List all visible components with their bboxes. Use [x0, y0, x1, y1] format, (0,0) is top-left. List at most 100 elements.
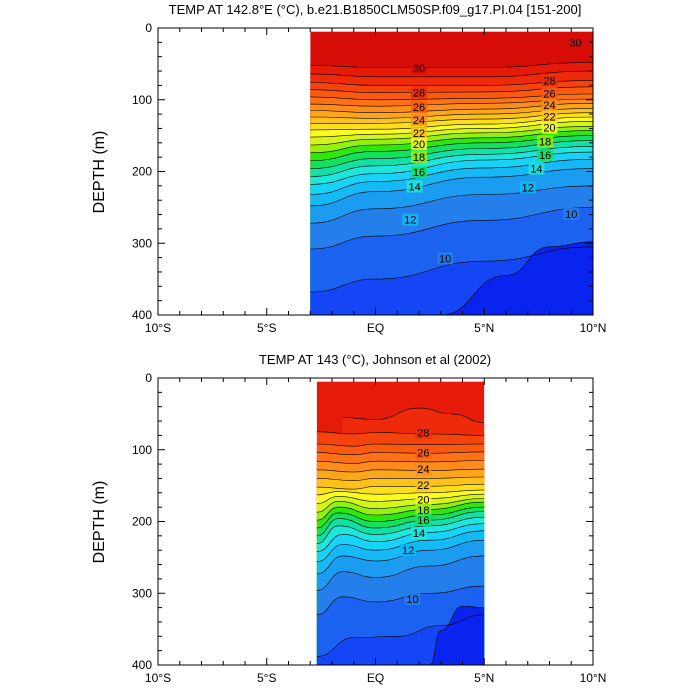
isotherm-line: [310, 62, 593, 68]
contour-label: 18: [413, 152, 425, 164]
contour-label: 28: [413, 88, 425, 100]
chart-title: TEMP AT 142.8°E (°C), b.e21.B1850CLM50SP…: [169, 2, 582, 17]
contour-label: 24: [413, 115, 425, 127]
x-tick-label: 5°N: [474, 321, 494, 335]
contour-label-bg: [541, 74, 558, 87]
isotherm-line: [316, 476, 485, 481]
contour-label: 22: [417, 480, 429, 492]
isotherm-line: [310, 112, 593, 124]
contour-label: 10: [406, 594, 418, 606]
isotherm-line: [310, 86, 593, 93]
contour-label-bg: [411, 138, 427, 151]
x-tick-label: 5°N: [474, 671, 494, 685]
contour-label: 14: [409, 182, 421, 194]
contour-label: 20: [413, 139, 425, 151]
isotherm-line: [316, 614, 485, 657]
isotherm-line: [316, 539, 485, 575]
isotherm-line: [310, 130, 593, 154]
contour-label: 12: [404, 215, 416, 227]
y-tick-label: 300: [132, 586, 152, 600]
y-axis-label: DEPTH (m): [91, 131, 108, 214]
contour-label-bg: [415, 493, 432, 506]
contour-label: 26: [413, 102, 425, 114]
contour-label: 14: [413, 528, 425, 540]
panel-top: TEMP AT 142.8°E (°C), b.e21.B1850CLM50SP…: [91, 2, 606, 335]
x-tick-label: 10°N: [580, 321, 607, 335]
contour-label: 26: [417, 448, 429, 460]
isotherm-line: [342, 407, 485, 423]
isotherm-line: [316, 501, 485, 521]
contour-label: 30: [413, 63, 425, 75]
y-tick-label: 200: [132, 165, 152, 179]
y-tick-label: 200: [132, 515, 152, 529]
contour-label: 14: [530, 164, 542, 176]
isotherm-line: [316, 460, 485, 464]
isotherm-line: [316, 443, 485, 447]
x-tick-label: EQ: [367, 671, 384, 685]
isotherm-line: [310, 246, 593, 293]
panel-bottom: TEMP AT 143 (°C), Johnson et al (2002) D…: [91, 352, 606, 685]
contour-label-bg: [415, 426, 432, 439]
isotherm-line: [316, 585, 485, 616]
contour-label-bg: [541, 121, 558, 134]
contour-label: 10: [439, 253, 451, 265]
contour-label-bg: [541, 87, 558, 100]
contour-label-bg: [528, 162, 545, 175]
isotherm-line: [316, 431, 485, 436]
contour-label: 22: [413, 128, 425, 140]
x-tick-label: 5°S: [257, 321, 276, 335]
contour-label-bg: [411, 100, 427, 113]
isotherm-line: [316, 489, 485, 496]
contour-label: 24: [417, 464, 429, 476]
isotherm-line: [316, 493, 485, 504]
isotherm-line: [316, 506, 485, 529]
contour-label: 20: [417, 494, 429, 506]
isotherm-band: [440, 241, 593, 316]
contour-label: 16: [539, 150, 551, 162]
contour-label-bg: [541, 110, 558, 123]
isotherm-line: [310, 80, 593, 86]
chart-title: TEMP AT 143 (°C), Johnson et al (2002): [259, 352, 491, 367]
isotherm-line: [310, 116, 593, 131]
isotherm-band: [429, 606, 485, 665]
contour-label: 26: [543, 88, 555, 100]
contour-label-bg: [537, 135, 554, 148]
contour-label-bg: [411, 62, 427, 75]
contour-label-bg: [402, 213, 419, 226]
isotherm-line: [316, 516, 485, 544]
contour-label: 20: [543, 123, 555, 135]
contour-label-bg: [541, 98, 558, 111]
y-tick-label: 400: [132, 308, 152, 322]
isotherm-line: [316, 468, 485, 473]
contour-label-bg: [415, 463, 432, 476]
isotherm-line: [310, 108, 593, 119]
contour-label-bg: [411, 126, 427, 139]
contour-label: 18: [417, 505, 429, 517]
contour-label: 12: [402, 545, 414, 557]
contour-label: 18: [539, 136, 551, 148]
isotherm-line: [310, 207, 593, 250]
contour-label-bg: [415, 514, 432, 527]
contour-field: 3030282826262424222220201818161614141212…: [310, 31, 593, 316]
y-tick-label: 300: [132, 236, 152, 250]
contour-label: 28: [543, 75, 555, 87]
contour-label: 12: [522, 182, 534, 194]
contour-label: 10: [565, 209, 577, 221]
isotherm-line: [316, 530, 485, 562]
contour-label-bg: [406, 180, 423, 193]
contour-label-bg: [400, 544, 417, 557]
isotherm-line: [316, 511, 485, 537]
contour-label-bg: [519, 181, 536, 194]
x-tick-label: 10°S: [145, 671, 171, 685]
contour-label-bg: [411, 526, 427, 539]
y-tick-label: 0: [145, 371, 152, 385]
contour-label-bg: [567, 36, 584, 49]
y-tick-label: 0: [145, 21, 152, 35]
contour-label-bg: [411, 166, 427, 179]
isotherm-line: [310, 103, 593, 114]
isotherm-line: [310, 98, 593, 107]
y-axis-label: DEPTH (m): [91, 481, 108, 564]
isotherm-line: [310, 121, 593, 138]
isotherm-line: [316, 451, 485, 456]
